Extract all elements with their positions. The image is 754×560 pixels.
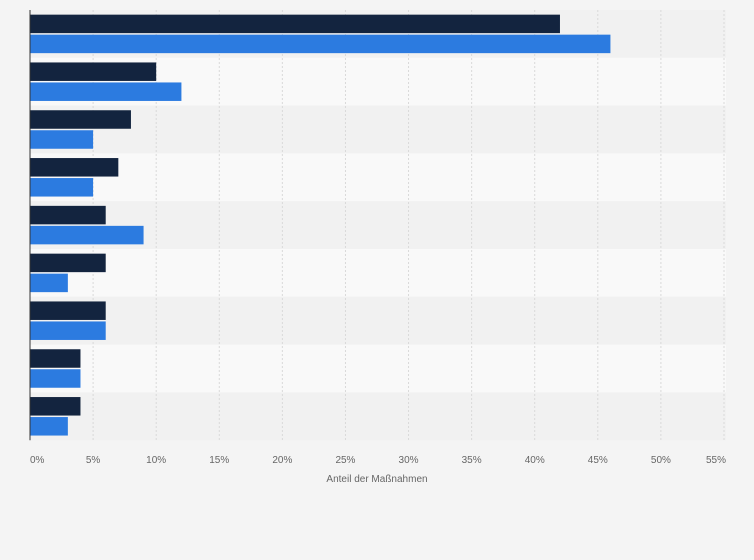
category-band xyxy=(30,296,726,345)
bar-series-1 xyxy=(30,253,106,273)
x-tick-label: 55% xyxy=(706,455,726,466)
bar-series-1 xyxy=(30,14,560,34)
bar-series-2 xyxy=(30,225,144,245)
category-bands xyxy=(30,10,726,441)
x-axis-ticks: 0% 5% 10% 15% 20% 25% 30% 35% 40% 45% 50% 55% xyxy=(30,455,726,466)
bar-series-1 xyxy=(30,397,81,416)
bar-series-2 xyxy=(30,321,106,340)
x-tick-label: 20% xyxy=(272,455,292,466)
bar-series-2 xyxy=(30,130,94,149)
x-axis-title: Anteil der Maßnahmen xyxy=(326,474,427,485)
x-tick-label: 5% xyxy=(86,455,101,466)
category-band xyxy=(30,344,726,393)
bar-series-2 xyxy=(30,34,611,54)
bar-series-2 xyxy=(30,417,68,436)
x-tick-label: 30% xyxy=(399,455,419,466)
bar-series-2 xyxy=(30,82,182,101)
x-tick-label: 15% xyxy=(209,455,229,466)
bar-series-1 xyxy=(30,301,106,320)
bar-series-1 xyxy=(30,110,131,129)
bar-series-1 xyxy=(30,62,157,81)
x-tick-label: 35% xyxy=(462,455,482,466)
x-tick-label: 0% xyxy=(30,455,45,466)
bar-series-1 xyxy=(30,158,119,177)
category-band xyxy=(30,201,726,249)
x-tick-label: 50% xyxy=(651,455,671,466)
category-band xyxy=(30,249,726,297)
bar-series-1 xyxy=(30,349,81,368)
bar-series-2 xyxy=(30,369,81,388)
bar-series-2 xyxy=(30,273,68,293)
bar-series-2 xyxy=(30,178,94,197)
bars xyxy=(30,14,611,436)
category-band xyxy=(30,105,726,154)
bar-series-1 xyxy=(30,205,106,225)
x-tick-label: 40% xyxy=(525,455,545,466)
category-band xyxy=(30,392,726,441)
category-band xyxy=(30,153,726,202)
x-tick-label: 10% xyxy=(146,455,166,466)
x-tick-label: 25% xyxy=(335,455,355,466)
x-tick-label: 45% xyxy=(588,455,608,466)
